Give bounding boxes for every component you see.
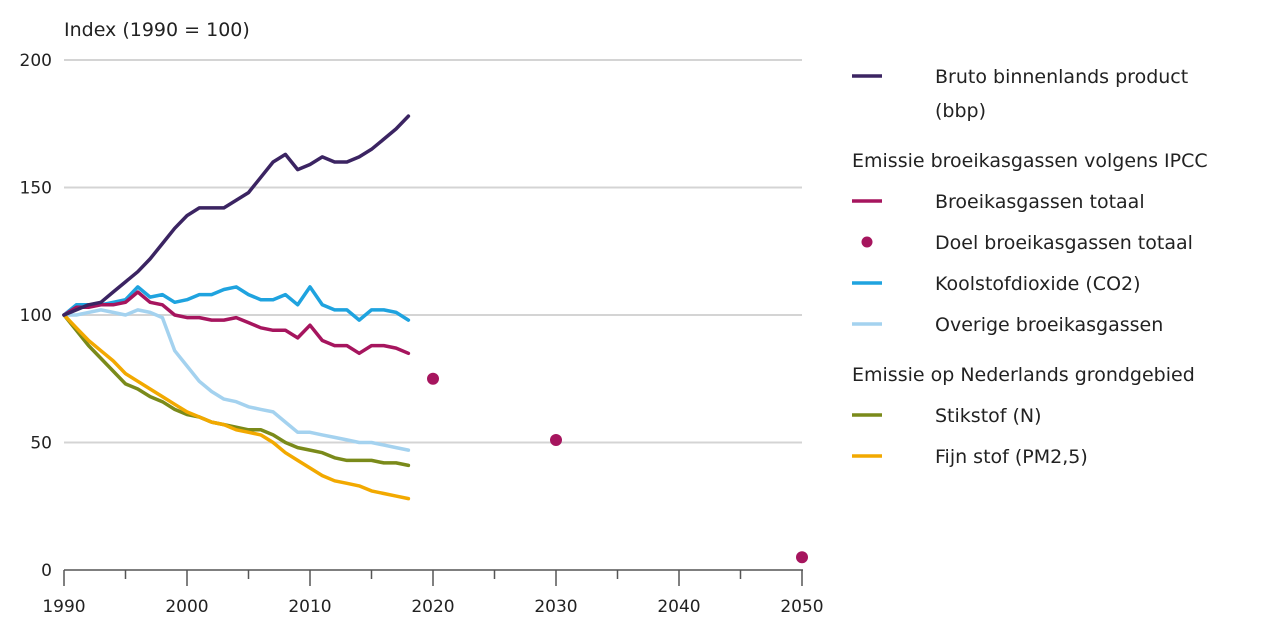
x-tick-label: 2000	[165, 597, 208, 617]
y-tick-label: 0	[41, 561, 52, 581]
series-line	[62, 114, 411, 317]
y-tick-label: 50	[30, 434, 52, 454]
legend-label: Stikstof (N)	[935, 405, 1042, 427]
series-line	[62, 313, 411, 501]
legend-label: Broeikasgassen totaal	[935, 191, 1145, 213]
legend-heading: Emissie op Nederlands grondgebied	[852, 364, 1195, 386]
x-axis: 1990 2000 2010 2020 2030 2040 2050	[42, 569, 824, 617]
legend-label: Bruto binnenlands product	[935, 66, 1188, 88]
y-tick-label: 150	[20, 179, 52, 199]
plot-area	[62, 114, 808, 564]
legend-label: (bbp)	[935, 100, 986, 122]
x-tick-label: 2010	[288, 597, 331, 617]
legend-label: Koolstofdioxide (CO2)	[935, 273, 1141, 295]
series-line	[62, 313, 411, 468]
x-tick-label: 2030	[534, 597, 577, 617]
legend-label: Overige broeikasgassen	[935, 314, 1163, 336]
y-tick-label: 100	[20, 306, 52, 326]
y-tick-label: 200	[20, 51, 52, 71]
target-point	[796, 551, 808, 564]
legend: Bruto binnenlands product (bbp) Emissie br…	[852, 66, 1208, 468]
x-tick-label: 2050	[780, 597, 823, 617]
series-line	[62, 290, 411, 356]
target-point	[550, 433, 562, 446]
legend-swatch	[861, 236, 873, 248]
target-point	[427, 372, 439, 385]
legend-label: Fijn stof (PM2,5)	[935, 446, 1088, 468]
x-tick-label: 1990	[42, 597, 85, 617]
legend-heading: Emissie broeikasgassen volgens IPCC	[852, 150, 1208, 172]
y-axis: 0 50 100 150 200	[20, 51, 52, 581]
gridlines	[64, 59, 802, 444]
series-line	[62, 308, 411, 452]
x-tick-label: 2020	[411, 597, 454, 617]
series-line	[62, 285, 411, 322]
y-axis-label: Index (1990 = 100)	[64, 19, 250, 41]
legend-label: Doel broeikasgassen totaal	[935, 232, 1193, 254]
x-tick-label: 2040	[657, 597, 700, 617]
